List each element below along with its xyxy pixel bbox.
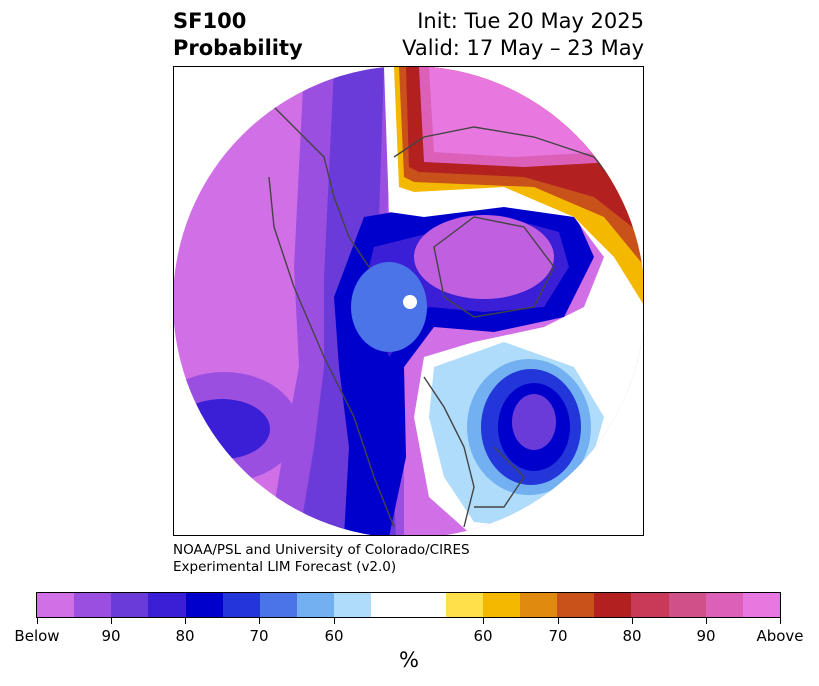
colorbar-swatch bbox=[74, 593, 112, 617]
colorbar-tick-label: 80 bbox=[622, 627, 642, 645]
colorbar-swatch bbox=[557, 593, 595, 617]
colorbar-swatch bbox=[631, 593, 669, 617]
colorbar-tick-mark bbox=[37, 618, 38, 624]
colorbar-swatch bbox=[334, 593, 372, 617]
valid-range-label: Valid: 17 May – 23 May bbox=[402, 36, 644, 60]
atlantic-anomaly-core bbox=[512, 394, 556, 450]
north-pole-marker bbox=[403, 295, 417, 309]
colorbar-swatch bbox=[482, 593, 521, 617]
siberia-core bbox=[414, 215, 554, 299]
colorbar-unit-label: % bbox=[399, 648, 419, 672]
product-label: Probability bbox=[173, 36, 303, 60]
colorbar-swatch bbox=[705, 593, 743, 617]
init-date-label: Init: Tue 20 May 2025 bbox=[417, 9, 644, 33]
colorbar-tick-label: 80 bbox=[175, 627, 195, 645]
map-title-right: Init: Tue 20 May 2025 Valid: 17 May – 23… bbox=[402, 8, 644, 62]
colorbar-swatch bbox=[185, 593, 223, 617]
credit-line-1: NOAA/PSL and University of Colorado/CIRE… bbox=[173, 542, 470, 558]
colorbar-swatch bbox=[594, 593, 632, 617]
colorbar-swatch bbox=[371, 593, 446, 617]
colorbar-tick-label: Below bbox=[14, 627, 60, 645]
colorbar-tick-label: Above bbox=[756, 627, 804, 645]
colorbar bbox=[36, 592, 781, 618]
colorbar-tick-mark bbox=[558, 618, 559, 624]
colorbar-tick-label: 60 bbox=[473, 627, 493, 645]
colorbar-tick-label: 90 bbox=[101, 627, 121, 645]
colorbar-swatch bbox=[37, 593, 75, 617]
colorbar-tick-mark bbox=[334, 618, 335, 624]
map-title-left: SF100 Probability bbox=[173, 8, 303, 62]
colorbar-swatch bbox=[148, 593, 186, 617]
colorbar-swatch bbox=[259, 593, 298, 617]
colorbar-swatch bbox=[520, 593, 558, 617]
forecast-map bbox=[173, 66, 644, 536]
colorbar-tick-label: 90 bbox=[696, 627, 716, 645]
coastlines bbox=[263, 96, 635, 528]
colorbar-tick-mark bbox=[780, 618, 781, 624]
colorbar-tick-mark bbox=[111, 618, 112, 624]
colorbar-tick-label: 70 bbox=[249, 627, 269, 645]
map-canvas bbox=[174, 67, 643, 535]
colorbar-swatch bbox=[297, 593, 335, 617]
variable-label: SF100 bbox=[173, 9, 247, 33]
colorbar-tick-label: 60 bbox=[324, 627, 344, 645]
colorbar-tick-mark bbox=[632, 618, 633, 624]
credit-line-2: Experimental LIM Forecast (v2.0) bbox=[173, 559, 397, 575]
colorbar-tick-mark bbox=[706, 618, 707, 624]
colorbar-tick-mark bbox=[259, 618, 260, 624]
colorbar-tick-mark bbox=[185, 618, 186, 624]
colorbar-swatch bbox=[111, 593, 149, 617]
pacific-anomaly-core bbox=[174, 399, 270, 459]
colorbar-swatch bbox=[742, 593, 781, 617]
colorbar-swatch bbox=[222, 593, 260, 617]
colorbar-swatch bbox=[445, 593, 483, 617]
colorbar-tick-mark bbox=[483, 618, 484, 624]
colorbar-tick-label: 70 bbox=[548, 627, 568, 645]
credit-text: NOAA/PSL and University of Colorado/CIRE… bbox=[173, 542, 470, 576]
bering-core bbox=[351, 262, 427, 352]
above-normal-peak bbox=[429, 67, 614, 157]
colorbar-swatch bbox=[668, 593, 706, 617]
